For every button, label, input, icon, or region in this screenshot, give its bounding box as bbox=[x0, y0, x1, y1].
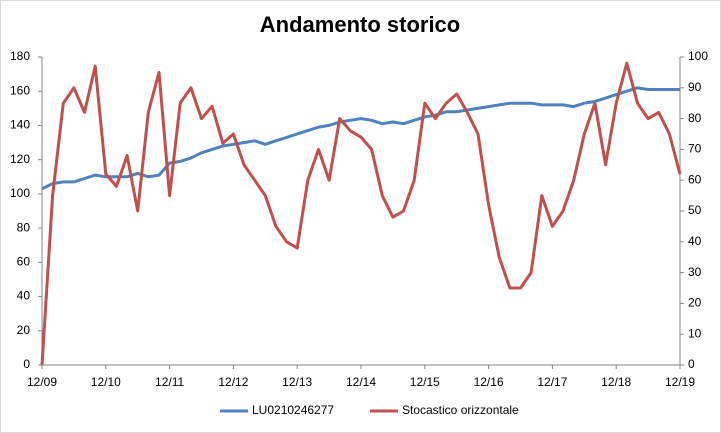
x-tick-label: 12/09 bbox=[27, 375, 57, 389]
x-tick-label: 12/10 bbox=[91, 375, 121, 389]
y-tick-label: 120 bbox=[10, 152, 30, 166]
y2-tick-label: 10 bbox=[688, 326, 702, 340]
x-tick-label: 12/15 bbox=[410, 375, 440, 389]
y2-tick-label: 80 bbox=[688, 111, 702, 125]
y-tick-label: 40 bbox=[17, 289, 31, 303]
x-tick-label: 12/12 bbox=[218, 375, 248, 389]
legend-label: Stocastico orizzontale bbox=[402, 403, 519, 417]
x-tick-label: 12/17 bbox=[537, 375, 567, 389]
y2-tick-label: 30 bbox=[688, 265, 702, 279]
x-tick-label: 12/18 bbox=[601, 375, 631, 389]
series-line bbox=[41, 86, 680, 191]
x-tick-label: 12/14 bbox=[346, 375, 376, 389]
chart-title: Andamento storico bbox=[260, 12, 460, 37]
x-tick-label: 12/11 bbox=[155, 375, 184, 389]
legend-label: LU0210246277 bbox=[252, 403, 334, 417]
y2-tick-label: 100 bbox=[688, 49, 708, 63]
y-tick-label: 20 bbox=[17, 323, 31, 337]
x-tick-label: 12/16 bbox=[474, 375, 504, 389]
y2-tick-label: 70 bbox=[688, 142, 702, 156]
y-tick-label: 80 bbox=[17, 220, 31, 234]
y2-tick-label: 90 bbox=[688, 80, 702, 94]
y2-tick-label: 50 bbox=[688, 203, 702, 217]
x-tick-label: 12/19 bbox=[665, 375, 695, 389]
y2-tick-label: 0 bbox=[688, 357, 695, 371]
y-tick-label: 60 bbox=[17, 255, 31, 269]
y2-tick-label: 20 bbox=[688, 296, 702, 310]
y-tick-label: 180 bbox=[10, 49, 30, 63]
y2-tick-label: 40 bbox=[688, 234, 702, 248]
y-tick-label: 100 bbox=[10, 186, 30, 200]
series-line bbox=[40, 61, 682, 366]
y-tick-label: 140 bbox=[10, 118, 30, 132]
y-tick-label: 160 bbox=[10, 83, 30, 97]
y-tick-label: 0 bbox=[23, 357, 30, 371]
y2-tick-label: 60 bbox=[688, 172, 702, 186]
x-tick-label: 12/13 bbox=[282, 375, 312, 389]
